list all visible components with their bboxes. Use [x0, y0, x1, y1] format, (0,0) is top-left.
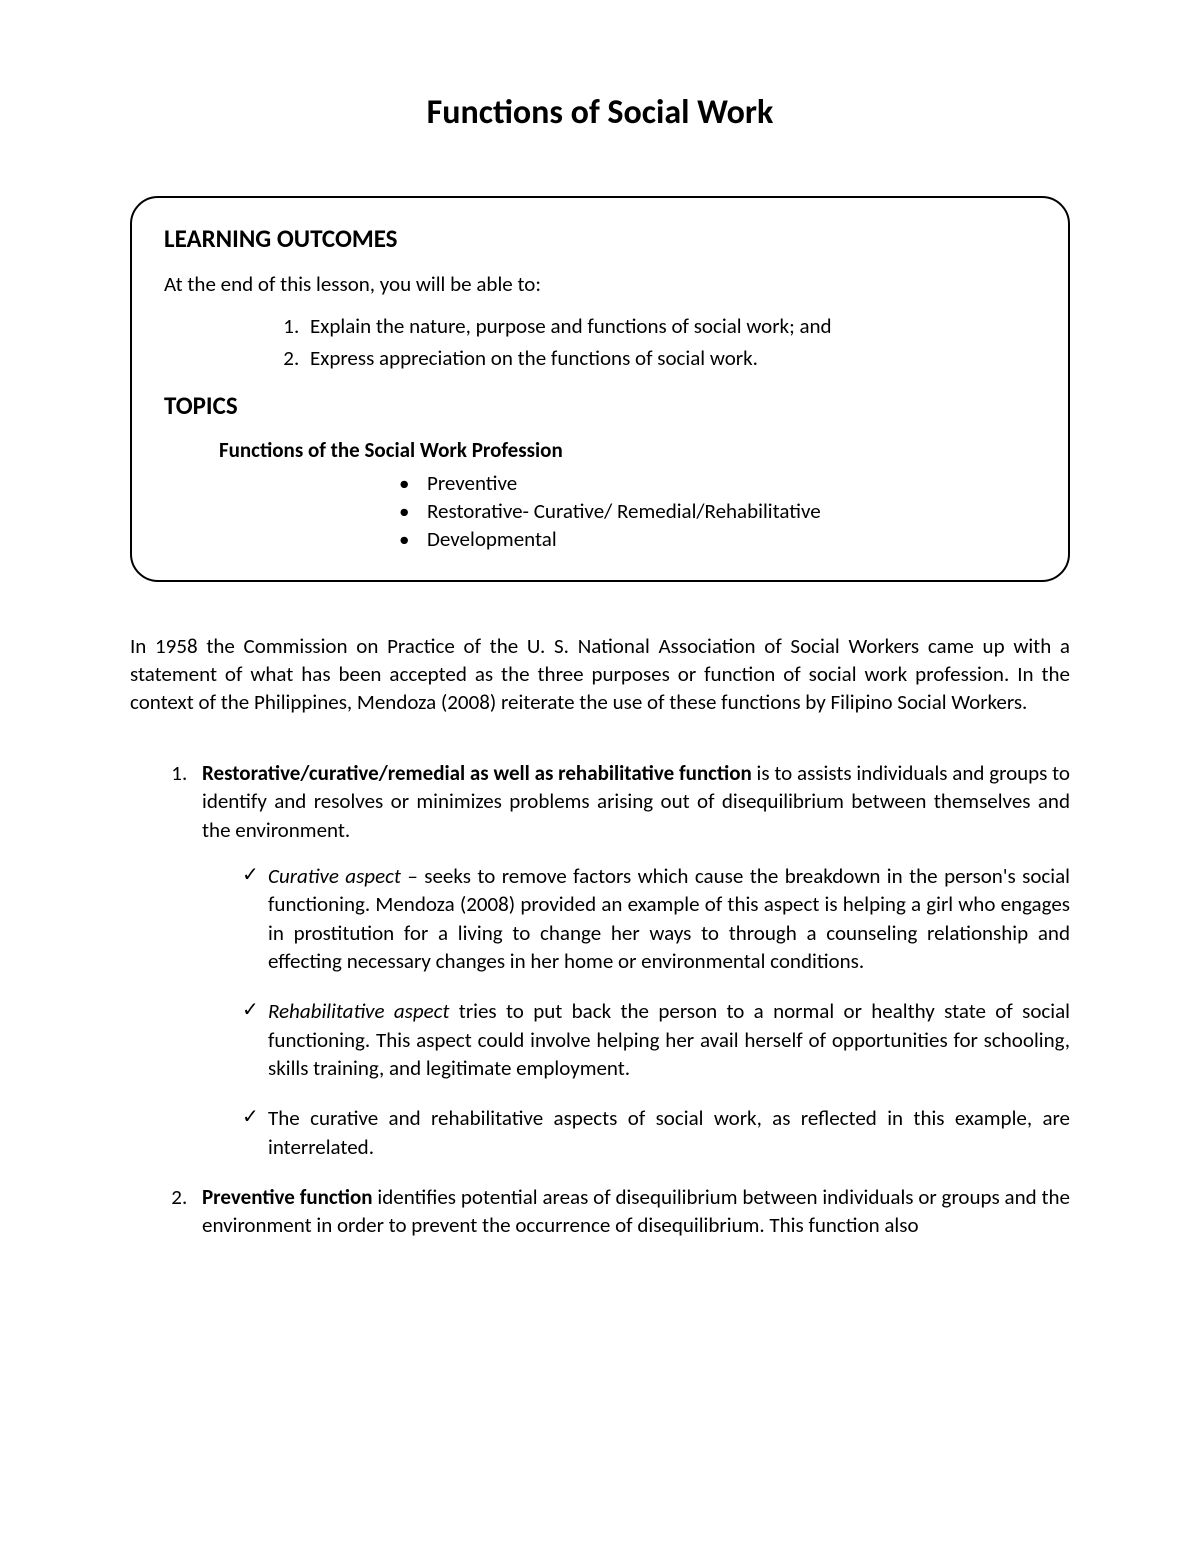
topics-bullet-item: Developmental [399, 525, 1036, 553]
function-item: Preventive function identifies potential… [192, 1183, 1070, 1240]
learning-outcomes-heading: LEARNING OUTCOMES [164, 222, 1036, 256]
function-sub-item: Curative aspect – seeks to remove factor… [242, 862, 1070, 975]
topics-bullet-item: Restorative- Curative/ Remedial/Rehabili… [399, 497, 1036, 525]
function-sub-item: The curative and rehabilitative aspects … [242, 1104, 1070, 1161]
function-sub-emph: Curative aspect [268, 863, 401, 889]
topics-bullet-item: Preventive [399, 469, 1036, 497]
function-item: Restorative/curative/remedial as well as… [192, 759, 1070, 1161]
functions-list: Restorative/curative/remedial as well as… [130, 759, 1070, 1240]
intro-paragraph: In 1958 the Commission on Practice of th… [130, 632, 1070, 717]
learning-outcome-item: Express appreciation on the functions of… [304, 344, 1036, 372]
function-lead-bold: Preventive function [202, 1184, 373, 1210]
topics-bullet-list: Preventive Restorative- Curative/ Remedi… [164, 469, 1036, 554]
topics-subheading: Functions of the Social Work Profession [219, 436, 1036, 464]
function-sub-list: Curative aspect – seeks to remove factor… [202, 862, 1070, 1161]
learning-outcomes-intro: At the end of this lesson, you will be a… [164, 270, 1036, 298]
function-sub-emph: Rehabilitative aspect [268, 998, 449, 1024]
learning-outcome-item: Explain the nature, purpose and function… [304, 312, 1036, 340]
learning-outcomes-box: LEARNING OUTCOMES At the end of this les… [130, 196, 1070, 582]
page-title: Functions of Social Work [130, 90, 1070, 136]
function-lead-bold: Restorative/curative/remedial as well as… [202, 760, 752, 786]
function-sub-text: The curative and rehabilitative aspects … [268, 1105, 1070, 1159]
learning-outcomes-list: Explain the nature, purpose and function… [164, 312, 1036, 373]
function-sub-item: Rehabilitative aspect tries to put back … [242, 997, 1070, 1082]
topics-heading: TOPICS [164, 389, 1036, 423]
